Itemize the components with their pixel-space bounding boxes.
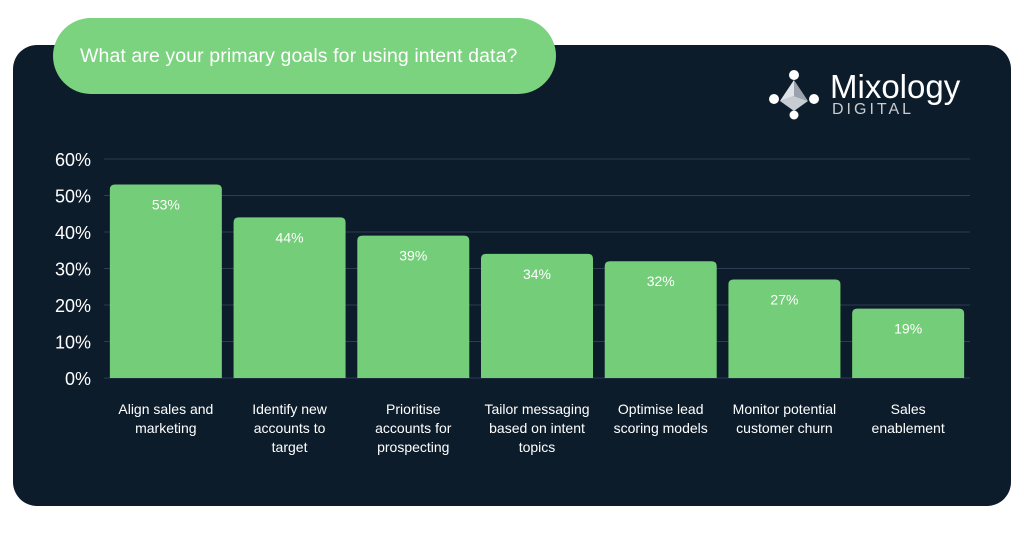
y-tick-label: 30% <box>55 260 91 280</box>
bar <box>604 261 717 378</box>
bar <box>233 217 346 378</box>
x-tick-label: Optimise lead scoring models <box>614 401 708 436</box>
y-tick-label: 10% <box>55 333 91 353</box>
y-tick-label: 60% <box>55 150 91 170</box>
y-tick-label: 40% <box>55 223 91 243</box>
bar <box>357 235 470 378</box>
y-tick-label: 0% <box>65 369 91 389</box>
data-label: 32% <box>647 273 675 289</box>
bar <box>728 279 841 378</box>
question-banner: What are your primary goals for using in… <box>53 18 556 94</box>
y-tick-label: 50% <box>55 187 91 207</box>
bar <box>109 184 222 378</box>
data-label: 44% <box>276 229 304 245</box>
x-tick-label: Align sales and marketing <box>118 401 213 436</box>
brand-subtitle: DIGITAL <box>832 101 915 118</box>
question-title: What are your primary goals for using in… <box>80 44 518 67</box>
data-label: 19% <box>894 321 922 337</box>
brand-logo: Mixology DIGITAL <box>768 68 978 124</box>
y-tick-label: 20% <box>55 296 91 316</box>
x-tick-label: Prioritise accounts for prospecting <box>375 401 452 455</box>
data-label: 27% <box>770 291 798 307</box>
bar <box>852 308 965 378</box>
mixology-logo-icon <box>769 70 819 120</box>
data-label: 53% <box>152 197 180 213</box>
data-label: 34% <box>523 266 551 282</box>
x-tick-label: Monitor potential customer churn <box>733 401 837 436</box>
data-label: 39% <box>399 248 427 264</box>
x-tick-label: Tailor messaging based on intent topics <box>484 401 589 455</box>
brand-name: Mixology <box>830 68 961 105</box>
x-tick-label: Identify new accounts to target <box>252 401 328 455</box>
bar <box>481 253 593 378</box>
x-tick-label: Sales enablement <box>872 401 945 436</box>
